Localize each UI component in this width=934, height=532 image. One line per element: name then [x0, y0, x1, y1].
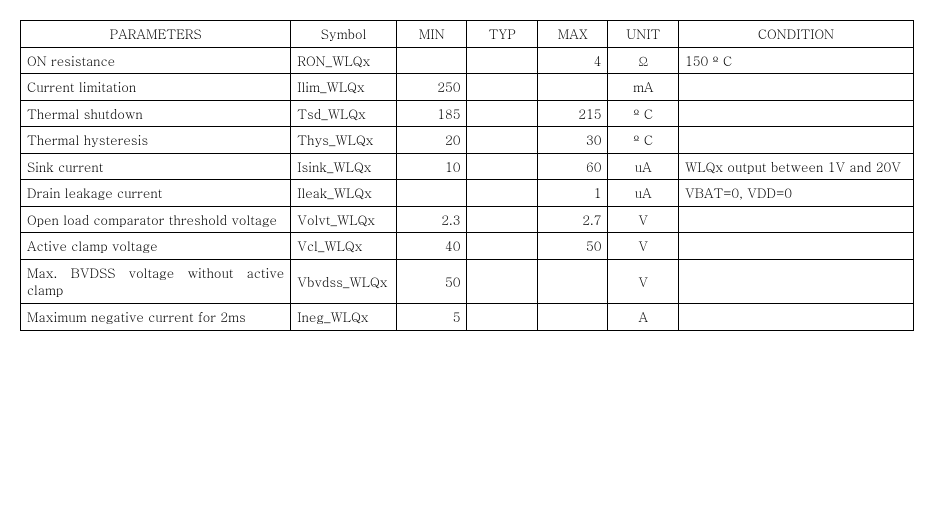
cell-param: Open load comparator threshold voltage	[21, 206, 291, 233]
table-row: Thermal shutdown Tsd_WLQx 185 215 º C	[21, 100, 914, 127]
cell-typ	[467, 180, 538, 207]
cell-cond	[678, 100, 913, 127]
cell-min: 10	[396, 153, 467, 180]
cell-typ	[467, 206, 538, 233]
table-row: Thermal hysteresis Thys_WLQx 20 30 º C	[21, 127, 914, 154]
cell-max	[537, 74, 608, 101]
header-row: PARAMETERS Symbol MIN TYP MAX UNIT CONDI…	[21, 21, 914, 48]
cell-max: 30	[537, 127, 608, 154]
spec-table: PARAMETERS Symbol MIN TYP MAX UNIT CONDI…	[20, 20, 914, 331]
cell-typ	[467, 233, 538, 260]
table-body: ON resistance RON_WLQx 4 Ω 150 º C Curre…	[21, 47, 914, 330]
header-min: MIN	[396, 21, 467, 48]
cell-param: Sink current	[21, 153, 291, 180]
table-row: Current limitation Ilim_WLQx 250 mA	[21, 74, 914, 101]
cell-max	[537, 259, 608, 303]
cell-cond: VBAT=0, VDD=0	[678, 180, 913, 207]
cell-sym: Ilim_WLQx	[291, 74, 397, 101]
cell-max: 2.7	[537, 206, 608, 233]
cell-sym: Ileak_WLQx	[291, 180, 397, 207]
cell-unit: V	[608, 206, 679, 233]
cell-param: Thermal hysteresis	[21, 127, 291, 154]
cell-unit: Ω	[608, 47, 679, 74]
cell-typ	[467, 74, 538, 101]
table-row: Max. BVDSS voltage without active clamp …	[21, 259, 914, 303]
cell-min	[396, 47, 467, 74]
cell-typ	[467, 127, 538, 154]
cell-unit: uA	[608, 153, 679, 180]
cell-sym: Volvt_WLQx	[291, 206, 397, 233]
cell-param: Maximum negative current for 2ms	[21, 304, 291, 331]
cell-unit: º C	[608, 100, 679, 127]
table-row: Maximum negative current for 2ms Ineg_WL…	[21, 304, 914, 331]
cell-param: Active clamp voltage	[21, 233, 291, 260]
cell-min: 185	[396, 100, 467, 127]
cell-cond	[678, 304, 913, 331]
table-row: Sink current Isink_WLQx 10 60 uA WLQx ou…	[21, 153, 914, 180]
cell-typ	[467, 304, 538, 331]
cell-typ	[467, 259, 538, 303]
cell-min: 40	[396, 233, 467, 260]
cell-max: 1	[537, 180, 608, 207]
header-symbol: Symbol	[291, 21, 397, 48]
cell-param: Drain leakage current	[21, 180, 291, 207]
cell-unit: uA	[608, 180, 679, 207]
cell-min: 2.3	[396, 206, 467, 233]
cell-param: Thermal shutdown	[21, 100, 291, 127]
header-typ: TYP	[467, 21, 538, 48]
cell-cond	[678, 74, 913, 101]
cell-typ	[467, 100, 538, 127]
cell-param: Current limitation	[21, 74, 291, 101]
cell-sym: RON_WLQx	[291, 47, 397, 74]
cell-param: Max. BVDSS voltage without active clamp	[21, 259, 291, 303]
cell-sym: Ineg_WLQx	[291, 304, 397, 331]
cell-min: 250	[396, 74, 467, 101]
cell-max: 4	[537, 47, 608, 74]
cell-max: 215	[537, 100, 608, 127]
cell-sym: Isink_WLQx	[291, 153, 397, 180]
cell-max	[537, 304, 608, 331]
cell-unit: V	[608, 259, 679, 303]
cell-unit: V	[608, 233, 679, 260]
cell-sym: Vbvdss_WLQx	[291, 259, 397, 303]
cell-sym: Thys_WLQx	[291, 127, 397, 154]
cell-cond	[678, 206, 913, 233]
cell-unit: º C	[608, 127, 679, 154]
cell-max: 50	[537, 233, 608, 260]
table-row: Active clamp voltage Vcl_WLQx 40 50 V	[21, 233, 914, 260]
table-row: Open load comparator threshold voltage V…	[21, 206, 914, 233]
table-row: ON resistance RON_WLQx 4 Ω 150 º C	[21, 47, 914, 74]
cell-typ	[467, 153, 538, 180]
cell-sym: Tsd_WLQx	[291, 100, 397, 127]
cell-sym: Vcl_WLQx	[291, 233, 397, 260]
header-max: MAX	[537, 21, 608, 48]
table-row: Drain leakage current Ileak_WLQx 1 uA VB…	[21, 180, 914, 207]
cell-min	[396, 180, 467, 207]
cell-typ	[467, 47, 538, 74]
header-condition: CONDITION	[678, 21, 913, 48]
cell-max: 60	[537, 153, 608, 180]
cell-cond	[678, 259, 913, 303]
cell-unit: A	[608, 304, 679, 331]
header-unit: UNIT	[608, 21, 679, 48]
cell-cond	[678, 127, 913, 154]
header-parameters: PARAMETERS	[21, 21, 291, 48]
cell-param: ON resistance	[21, 47, 291, 74]
cell-min: 5	[396, 304, 467, 331]
cell-unit: mA	[608, 74, 679, 101]
cell-cond	[678, 233, 913, 260]
cell-cond: WLQx output between 1V and 20V	[678, 153, 913, 180]
cell-cond: 150 º C	[678, 47, 913, 74]
cell-min: 20	[396, 127, 467, 154]
cell-min: 50	[396, 259, 467, 303]
